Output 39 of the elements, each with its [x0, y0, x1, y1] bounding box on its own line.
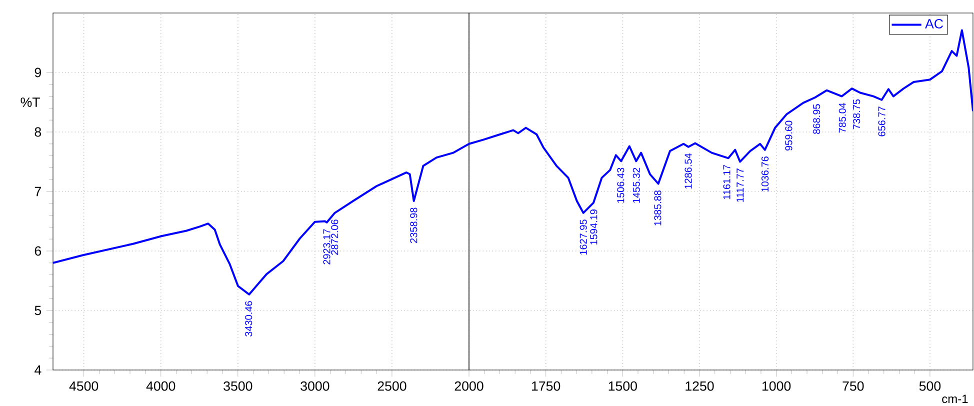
legend-label: AC	[925, 19, 944, 28]
annotation: 785.04	[838, 102, 846, 133]
annotation: 959.60	[785, 120, 792, 151]
annotation: 656.77	[878, 106, 886, 136]
annotation: 868.95	[813, 104, 820, 134]
y-tick-label: 6	[34, 246, 42, 256]
annotation: 1594.19	[590, 210, 598, 244]
x-tick-label: 1000	[762, 381, 791, 391]
x-tick-label: 1250	[686, 381, 714, 391]
y-tick-label: 8	[34, 127, 42, 137]
annotation: 1455.32	[632, 168, 640, 203]
annotation: 1161.17	[723, 164, 730, 200]
x-tick-label: 3000	[300, 381, 330, 391]
x-axis-title: cm-1	[942, 394, 968, 404]
x-tick-label: 500	[919, 381, 941, 391]
annotation: 3430.46	[245, 301, 252, 336]
x-tick-label: 2000	[454, 381, 484, 391]
x-tick-label: 750	[842, 381, 864, 391]
x-tick-label: 3500	[224, 381, 252, 391]
x-tick-label: 1750	[532, 381, 560, 391]
x-tick-label: 1500	[608, 381, 637, 391]
x-tick-label: 4500	[69, 381, 98, 391]
y-tick-label: 4	[34, 365, 42, 375]
y-tick-label: 9	[34, 68, 42, 78]
x-tick-label: 2500	[378, 381, 406, 391]
annotation: 1627.95	[580, 220, 587, 255]
x-tick-label: 4000	[146, 381, 176, 391]
annotation: 1506.43	[617, 168, 624, 203]
y-tick-label: 5	[34, 306, 42, 316]
annotation: 2923.17	[323, 229, 330, 264]
annotation: 1286.54	[684, 153, 692, 189]
y-axis-title: %T	[20, 98, 40, 107]
annotation: 2872.06	[331, 220, 338, 255]
annotation: 1385.88	[654, 190, 662, 226]
annotation: 1117.77	[736, 168, 744, 202]
annotation: 1036.76	[761, 156, 769, 192]
y-tick-label: 7	[34, 186, 41, 196]
annotation: 738.75	[853, 99, 860, 130]
annotation: 2358.98	[410, 208, 418, 243]
